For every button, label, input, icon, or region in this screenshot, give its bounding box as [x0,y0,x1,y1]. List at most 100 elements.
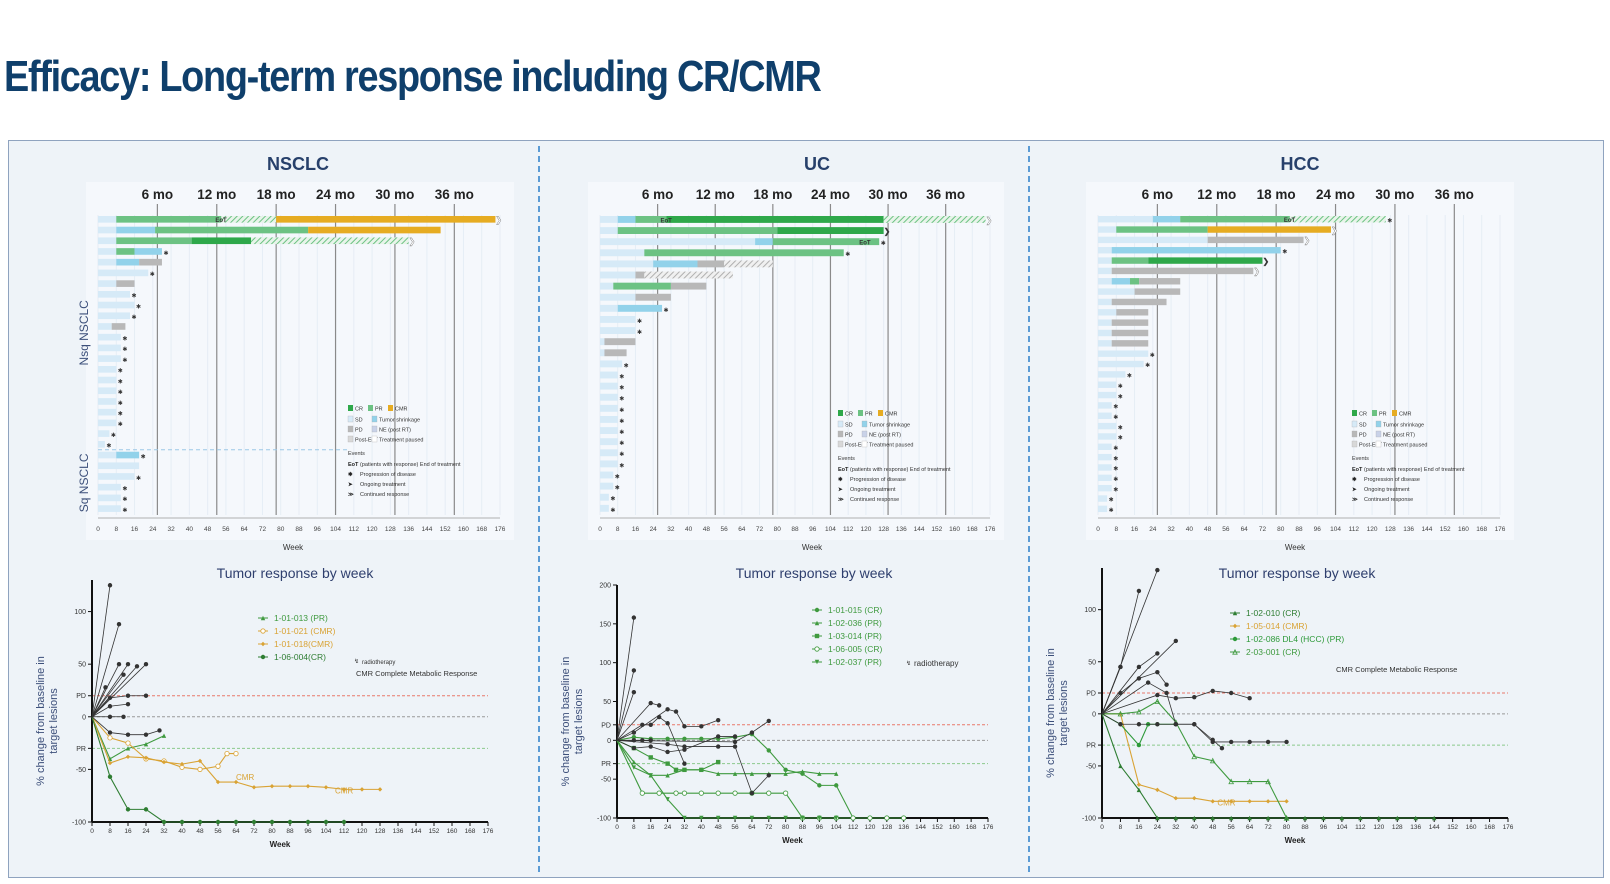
bar-segment-sd [98,430,110,437]
x-tick-label: 80 [268,828,276,835]
y-tick-label: 50 [1088,659,1096,666]
data-point [732,815,738,821]
data-point [631,689,637,695]
progression-marker: ✱ [619,429,624,436]
progression-marker: ✱ [136,303,141,310]
cmr-annotation: CMR [335,787,353,796]
progression-marker: ✱ [118,411,123,418]
legend-event-symbol: EoT [1352,467,1363,473]
bar-segment-post-eot [724,260,773,268]
y-axis-label-line: target lesions [1058,680,1070,746]
x-tick-label: 120 [1373,824,1384,831]
swimmer-row: ✱ [1098,422,1123,431]
month-marker-label: 24 mo [811,187,850,202]
swimmer-row: ❯ EoT [98,215,502,225]
legend-swatch [368,405,373,411]
x-tick-label: 8 [632,824,636,831]
data-point [1192,694,1197,700]
legend-event-symbol: EoT [348,462,359,468]
eot-marker: EoT [859,241,871,247]
bar-segment-sd [1098,422,1117,430]
series-line-other [91,693,149,718]
data-point [161,733,167,738]
x-tick-label: 120 [865,824,876,831]
progression-marker: ✱ [118,389,123,396]
legend-marker [1232,623,1238,629]
bar-segment-sd [98,280,117,287]
data-point [673,709,679,714]
x-tick-label: 120 [367,526,378,533]
swimmer-row: ✱ [600,393,624,403]
bar-segment-sd [600,460,618,468]
data-point [631,730,637,735]
swimmer-row: ✱ [600,471,620,480]
legend-label: NE (post RT) [869,433,901,439]
swimmer-row: ✱ [98,483,127,493]
series-line-other [91,621,122,717]
legend-marker [1232,648,1238,655]
tumor-chart-title: Tumor response by week [1219,565,1377,581]
note-text: CMR Complete Metabolic Response [1336,665,1457,674]
bar-segment-sd [600,416,618,423]
legend-event-symbol: ≫ [838,497,844,503]
data-point [1247,799,1252,804]
bar-segment-sd [600,338,605,346]
legend-swatch [838,410,843,416]
swimmer-row [1098,309,1149,316]
series-path [91,585,111,717]
y-tick-label: PD [601,722,611,729]
data-point [197,766,203,772]
series-line-other [1101,638,1179,715]
swimmer-background [1086,182,1514,540]
bar-segment-pr [644,249,844,257]
cmr-annotation: CMR [1217,799,1235,808]
x-tick-label: 24 [149,526,157,533]
data-point [665,797,670,802]
legend-swatch [861,440,868,448]
panel-title: UC [804,154,830,174]
bar-segment-sd [600,304,618,312]
swimmer-row: ✱ [98,441,111,450]
swimmer-plot-uc: UC 6 mo 12 mo 18 mo 24 mo 30 mo 36 mo ❯ EoT ❯ ✱ EoT… [588,154,1004,552]
swimmer-row [600,260,773,268]
legend-swatch [861,420,868,428]
x-tick-label: 168 [1476,526,1487,533]
bar-segment-sd [1098,216,1153,223]
data-point [1228,739,1234,745]
x-tick-label: 40 [1186,526,1194,533]
data-point [1192,722,1197,727]
month-marker-label: 12 mo [197,187,236,202]
x-tick-label: 16 [1131,526,1139,533]
x-axis-label: Week [270,840,291,849]
continued-response-marker: ❯ [986,216,993,225]
data-point [125,661,131,667]
bar-segment-pd [604,338,636,346]
bar-segment-sd [1098,329,1112,337]
x-tick-label: 144 [915,824,926,831]
progression-marker: ✱ [136,475,141,482]
x-tick-label: 0 [598,526,602,533]
data-point [1413,815,1418,821]
data-point [143,807,149,812]
x-tick-label: 96 [1314,526,1322,533]
x-tick-label: 24 [142,828,150,835]
swimmer-row: ✱ [1098,391,1123,400]
legend-swatch [347,415,354,423]
x-tick-label: 160 [1466,824,1477,831]
data-point [1228,799,1234,804]
x-tick-label: 64 [1241,526,1249,533]
data-point [783,767,788,773]
bar-segment-sd [98,333,121,341]
data-point [323,819,329,825]
progression-marker: ✱ [118,368,123,375]
swimmer-row: ✱ [98,344,127,353]
panel-title: HCC [1281,154,1320,174]
data-point [1358,815,1363,821]
x-tick-label: 120 [1367,526,1378,533]
x-tick-label: 96 [304,828,312,835]
swimmer-row [1098,278,1181,285]
data-point [817,783,822,788]
data-point [681,790,688,796]
x-tick-label: 24 [650,526,658,533]
bar-segment-post-eot [883,216,986,223]
